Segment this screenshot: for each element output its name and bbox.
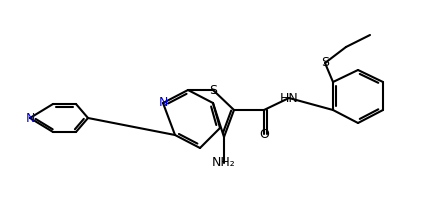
Text: O: O — [259, 128, 269, 140]
Text: S: S — [321, 56, 329, 70]
Text: N: N — [158, 97, 168, 109]
Text: HN: HN — [280, 91, 298, 105]
Text: NH₂: NH₂ — [212, 157, 236, 169]
Text: N: N — [26, 112, 35, 124]
Text: S: S — [209, 83, 217, 97]
